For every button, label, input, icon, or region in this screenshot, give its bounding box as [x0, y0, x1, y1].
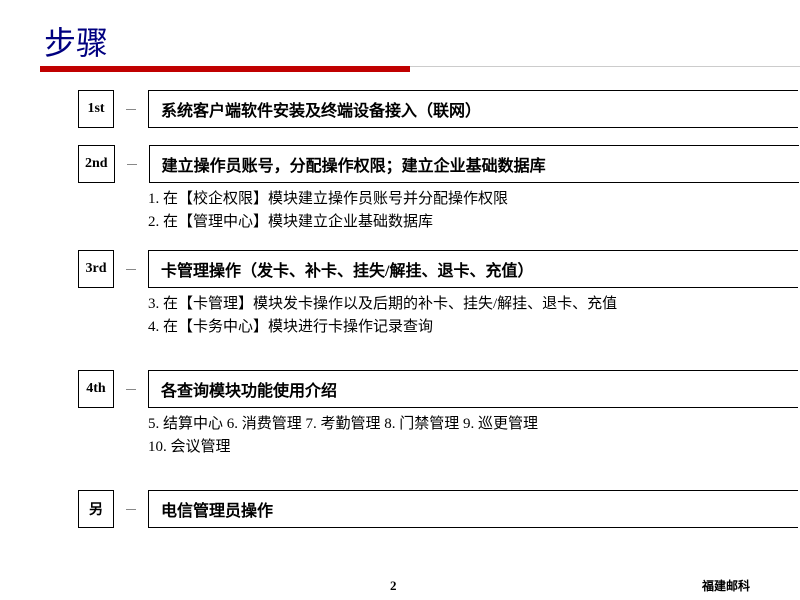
step-label: 3rd [78, 250, 114, 288]
step-connector [126, 269, 136, 270]
step-row: 4th 各查询模块功能使用介绍 [78, 370, 798, 408]
step-connector [126, 509, 136, 510]
step-label: 1st [78, 90, 114, 128]
step-connector [126, 389, 136, 390]
step-content: 电信管理员操作 [148, 490, 798, 528]
step-content: 各查询模块功能使用介绍 [148, 370, 798, 408]
step-connector [126, 109, 136, 110]
step-content: 卡管理操作（发卡、补卡、挂失/解挂、退卡、充值） [148, 250, 798, 288]
sub-text: 5. 结算中心 6. 消费管理 7. 考勤管理 8. 门禁管理 9. 巡更管理1… [148, 413, 788, 458]
sub-text: 1. 在【校企权限】模块建立操作员账号并分配操作权限2. 在【管理中心】模块建立… [148, 188, 788, 233]
step-row: 2nd 建立操作员账号，分配操作权限；建立企业基础数据库 [78, 145, 799, 183]
step-row: 1st 系统客户端软件安装及终端设备接入（联网） [78, 90, 798, 128]
sub-text: 3. 在【卡管理】模块发卡操作以及后期的补卡、挂失/解挂、退卡、充值4. 在【卡… [148, 293, 788, 338]
step-content: 建立操作员账号，分配操作权限；建立企业基础数据库 [149, 145, 799, 183]
page-number: 2 [390, 578, 397, 594]
step-label: 2nd [78, 145, 115, 183]
step-row: 3rd 卡管理操作（发卡、补卡、挂失/解挂、退卡、充值） [78, 250, 798, 288]
step-connector [127, 164, 137, 165]
step-row: 另电信管理员操作 [78, 490, 798, 528]
step-content: 系统客户端软件安装及终端设备接入（联网） [148, 90, 798, 128]
step-label: 4th [78, 370, 114, 408]
title-underline [40, 66, 760, 72]
page-title: 步骤 [44, 18, 108, 64]
step-label: 另 [78, 490, 114, 528]
footer-org: 福建邮科 [702, 577, 750, 594]
